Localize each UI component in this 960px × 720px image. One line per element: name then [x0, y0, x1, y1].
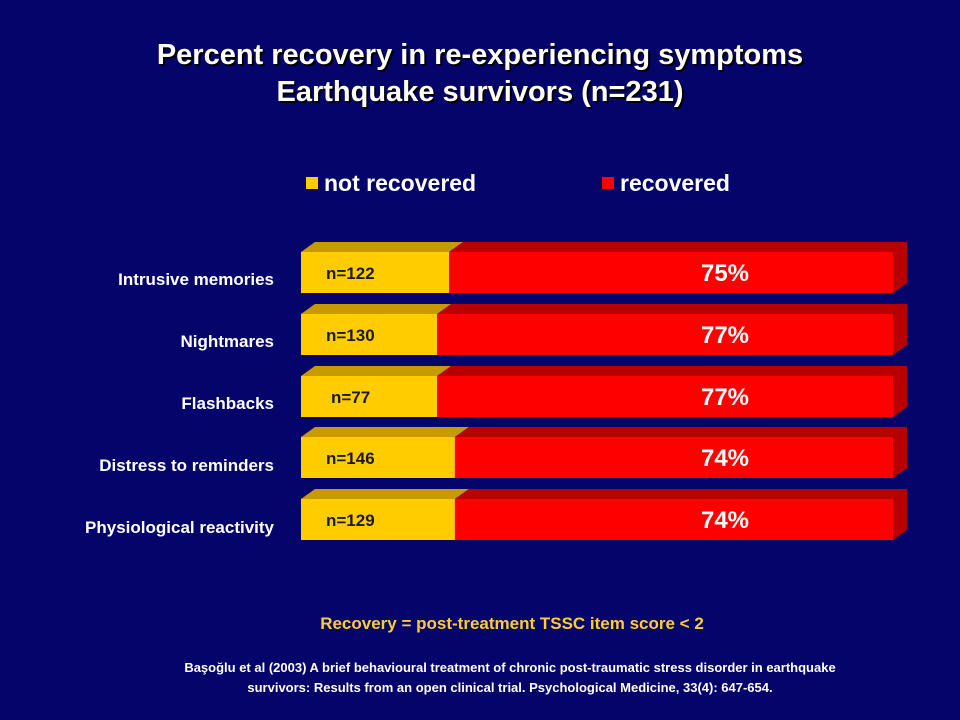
bar-segment-recovered [437, 376, 893, 417]
bar-top-face [454, 427, 907, 437]
bar-top-face [437, 304, 907, 314]
citation-line1: Başoğlu et al (2003) A brief behavioural… [184, 660, 836, 675]
citation: Başoğlu et al (2003) A brief behavioural… [120, 658, 900, 698]
bar-n-label: n=77 [331, 388, 370, 407]
bar-top-face [301, 366, 452, 376]
legend-swatch-not-recovered [306, 177, 318, 189]
bar-n-label: n=130 [326, 326, 375, 345]
bar-percent-label: 77% [701, 322, 749, 349]
recovery-definition-note: Recovery = post-treatment TSSC item scor… [0, 614, 960, 634]
bar-segment-not-recovered [301, 376, 438, 417]
bar-segment-not-recovered [301, 252, 449, 293]
chart-title-line2: Earthquake survivors (n=231) [276, 76, 684, 108]
bar-segment-recovered [454, 437, 893, 478]
category-label: Nightmares [180, 332, 274, 351]
bar-side-face [893, 304, 907, 355]
bar-side-face [893, 489, 907, 540]
category-label: Physiological reactivity [85, 518, 274, 537]
bar-percent-label: 77% [701, 384, 749, 411]
bar-segment-recovered [454, 499, 893, 540]
bar-n-label: n=129 [326, 511, 375, 530]
bar-n-label: n=146 [326, 449, 375, 468]
category-label: Distress to reminders [99, 456, 274, 475]
chart-title-line1: Percent recovery in re-experiencing symp… [156, 39, 804, 71]
citation-line2: survivors: Results from an open clinical… [247, 680, 773, 695]
bar-top-face [301, 489, 469, 499]
bar-top-face [437, 366, 907, 376]
bar-percent-label: 74% [701, 445, 749, 472]
bar-top-face [301, 242, 463, 252]
legend-item-not-recovered: not recovered [306, 170, 476, 196]
legend-item-recovered: recovered [602, 170, 730, 196]
bar-top-face [301, 304, 452, 314]
bar-segment-not-recovered [301, 499, 455, 540]
bar-top-face [301, 427, 469, 437]
bar-percent-label: 74% [701, 507, 749, 534]
category-label: Intrusive memories [118, 270, 274, 289]
bar-n-label: n=122 [326, 264, 375, 283]
bar-side-face [893, 427, 907, 478]
legend-label-not-recovered: not recovered [324, 169, 477, 196]
category-label: Flashbacks [181, 394, 274, 413]
bar-side-face [893, 242, 907, 293]
bar-segment-recovered [449, 252, 893, 293]
legend-label-recovered: recovered [620, 169, 730, 196]
bar-top-face [449, 242, 907, 252]
bar-segment-not-recovered [301, 314, 438, 355]
bar-side-face [893, 366, 907, 417]
legend-swatch-recovered [602, 177, 614, 189]
bar-segment-recovered [437, 314, 893, 355]
bar-percent-label: 75% [701, 260, 749, 287]
bar-segment-not-recovered [301, 437, 455, 478]
footnote-text: Recovery = post-treatment TSSC item scor… [320, 614, 704, 633]
bar-top-face [454, 489, 907, 499]
